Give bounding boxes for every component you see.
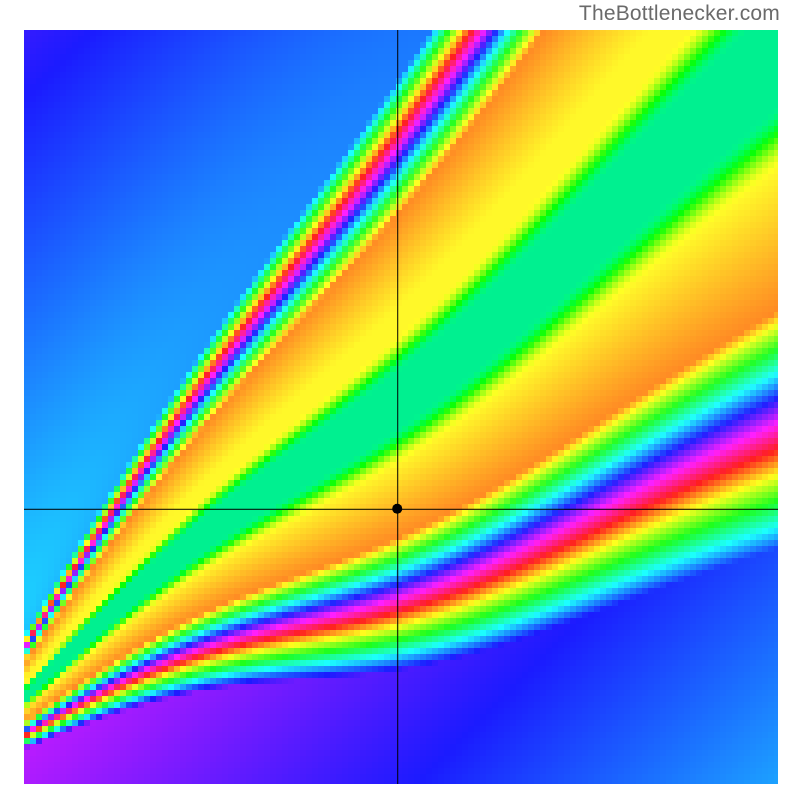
heatmap-canvas [24, 30, 778, 784]
chart-container: TheBottlenecker.com [0, 0, 800, 800]
watermark-text: TheBottlenecker.com [579, 2, 780, 26]
